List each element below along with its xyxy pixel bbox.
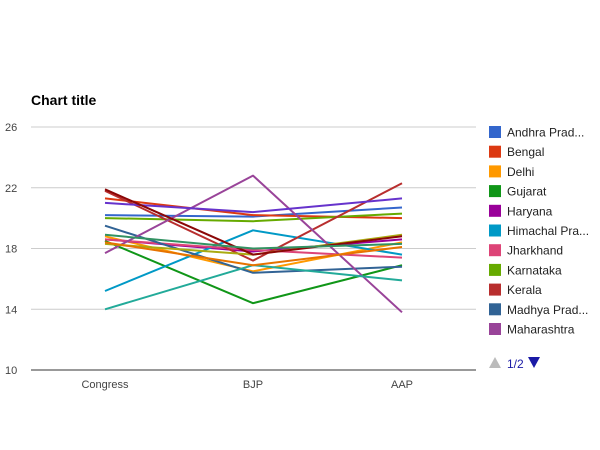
- legend-swatch: [489, 126, 501, 138]
- legend-pager: 1/2: [489, 357, 540, 371]
- legend: Andhra Prad... Bengal Delhi Gujarat Haryana H…: [489, 126, 589, 337]
- series-line-kerala: [104, 182, 403, 262]
- x-tick-label: AAP: [391, 379, 413, 391]
- x-axis-tick-labels: Congress BJP AAP: [81, 379, 413, 391]
- legend-page-indicator: 1/2: [507, 357, 524, 371]
- legend-swatch: [489, 244, 501, 257]
- legend-swatch: [489, 263, 501, 276]
- series-line-maharashtra: [104, 174, 403, 314]
- series-line-tamil-nadu: [104, 197, 403, 214]
- legend-swatch: [489, 283, 501, 296]
- series-line-gujarat: [104, 239, 403, 305]
- series-line-jharkhand: [104, 238, 403, 259]
- legend-entry-label: Himachal Pra...: [507, 224, 589, 238]
- legend-entry-label: Jharkhand: [507, 244, 563, 258]
- legend-entry-label: Gujarat: [507, 185, 547, 199]
- legend-next-page-icon[interactable]: [528, 357, 540, 368]
- legend-swatch: [489, 323, 501, 335]
- legend-swatch: [489, 165, 501, 178]
- legend-swatch: [489, 303, 501, 316]
- y-tick-label: 22: [5, 183, 17, 195]
- legend-swatch: [489, 185, 501, 198]
- legend-prev-page-icon[interactable]: [489, 357, 501, 368]
- x-tick-label: Congress: [81, 379, 129, 391]
- y-tick-label: 26: [5, 122, 17, 134]
- series-line-himachal-pra: [104, 229, 403, 292]
- legend-entry-label: Madhya Prad...: [507, 303, 588, 317]
- x-tick-label: BJP: [243, 379, 263, 391]
- series-line-uttar-pradesh: [104, 241, 403, 267]
- legend-swatch: [489, 224, 501, 237]
- y-axis-tick-labels: 10 14 18 22 26: [5, 122, 17, 377]
- legend-entry-label: Maharashtra: [507, 323, 575, 337]
- series-line-bihar: [104, 233, 403, 250]
- series-lines: [104, 174, 403, 314]
- legend-entry-label: Bengal: [507, 145, 544, 159]
- series-line-madhya-prad: [104, 224, 403, 274]
- y-tick-label: 10: [5, 365, 17, 377]
- chart-title: Chart title: [31, 92, 97, 108]
- y-tick-label: 18: [5, 244, 17, 256]
- y-tick-label: 14: [5, 304, 17, 316]
- series-line-karnataka: [104, 212, 403, 223]
- legend-entry-label: Kerala: [507, 283, 542, 297]
- legend-swatch: [489, 204, 501, 217]
- legend-entry-label: Andhra Prad...: [507, 126, 584, 140]
- series-line-uttarakhand: [104, 188, 403, 256]
- legend-entry-label: Karnataka: [507, 263, 562, 277]
- legend-entry-label: Delhi: [507, 165, 534, 179]
- series-line-andhra-prad: [104, 206, 403, 218]
- legend-entry-label: Haryana: [507, 204, 553, 218]
- legend-swatch: [489, 145, 501, 158]
